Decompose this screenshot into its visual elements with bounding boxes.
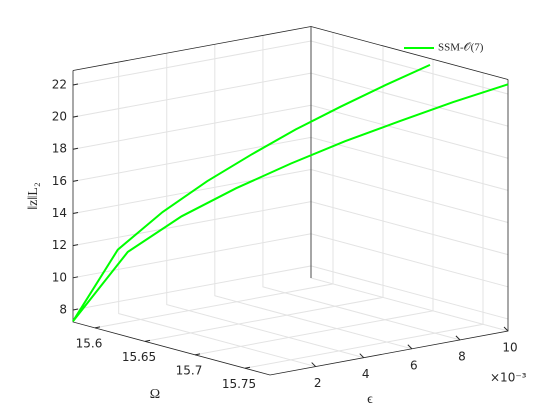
data-line: [72, 63, 509, 322]
tick-mark: [72, 115, 79, 118]
x-tick-label: 15.75: [222, 377, 256, 391]
tick-mark: [244, 366, 251, 369]
z-tick-label: 14: [52, 206, 67, 220]
tick-mark: [72, 147, 79, 150]
grid-line: [118, 62, 316, 368]
tick-mark: [194, 353, 201, 356]
z-tick-label: 10: [52, 270, 67, 284]
z-tick-label: 22: [52, 77, 67, 91]
y-axis-label: ϵ: [367, 392, 373, 407]
grid-line: [262, 35, 461, 341]
x-tick-label: 15.7: [176, 363, 203, 377]
tick-mark: [503, 326, 509, 332]
x-tick-label: 15.65: [122, 350, 156, 364]
legend-label: SSM-𝒪(7): [438, 42, 484, 54]
tick-mark: [311, 362, 317, 367]
tick-mark: [72, 83, 79, 86]
z-tick-label: 8: [59, 302, 67, 316]
x-axis-label: Ω: [150, 387, 160, 402]
tick-mark: [72, 212, 79, 215]
x-tick-label: 15.6: [76, 336, 103, 350]
y-tick-label: 2: [314, 376, 322, 390]
tick-mark: [359, 353, 365, 359]
tick-mark: [144, 339, 151, 342]
y-tick-label: 10: [502, 341, 517, 355]
tick-mark: [407, 344, 413, 350]
axis-box: [72, 70, 509, 376]
z-tick-label: 16: [52, 174, 67, 188]
tick-mark: [72, 308, 79, 311]
grid-line: [166, 53, 364, 359]
tick-mark: [72, 276, 79, 279]
z-tick-label: 20: [52, 110, 67, 124]
y-tick-label: 8: [458, 349, 466, 363]
y-exponent: ×10⁻³: [490, 371, 527, 385]
grid-line: [214, 44, 412, 350]
tick-mark: [72, 179, 79, 182]
z-tick-label: 12: [52, 238, 67, 252]
y-tick-label: 4: [362, 367, 370, 381]
tick-mark: [72, 244, 79, 247]
y-tick-label: 6: [410, 358, 418, 372]
z-axis-label: ‖z‖L₂: [26, 182, 41, 210]
tick-mark: [94, 326, 101, 329]
tick-mark: [455, 335, 461, 341]
z-tick-label: 18: [52, 142, 67, 156]
